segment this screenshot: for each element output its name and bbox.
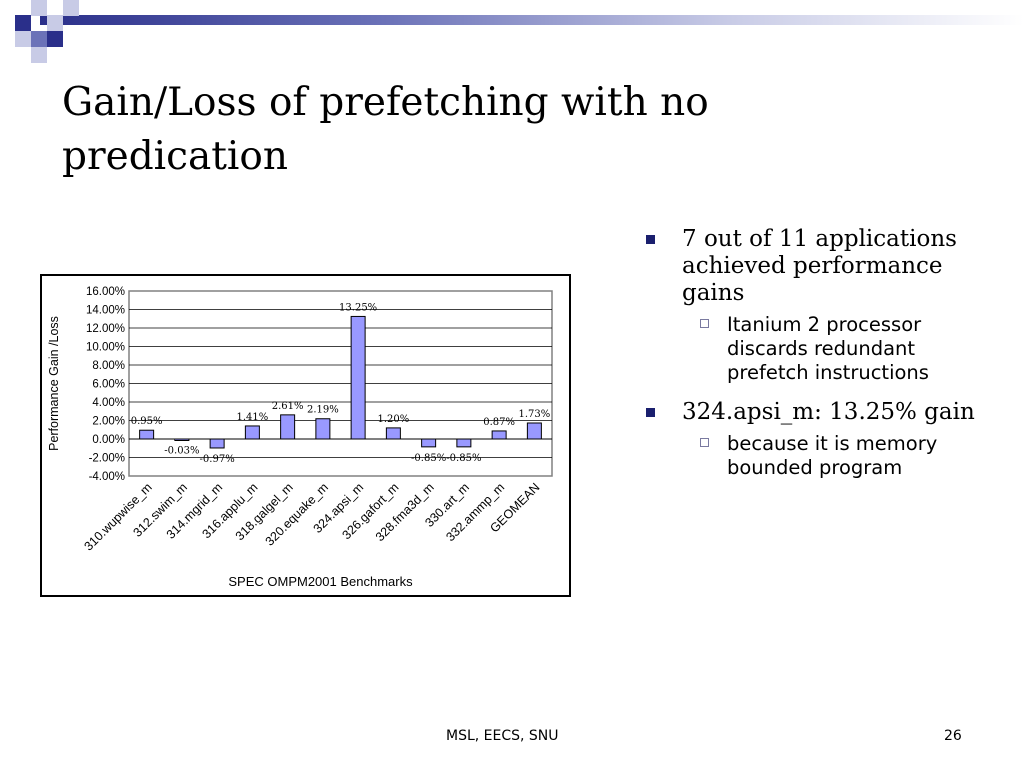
bullet-item: 324.apsi_m: 13.25% gain bbox=[646, 399, 986, 426]
bullet-text: 324.apsi_m: 13.25% gain bbox=[682, 399, 975, 425]
deco-square bbox=[47, 15, 63, 31]
chart-frame: 16.00% 14.00% 12.00% 10.00% 8.00% 6.00% 4.00% 2… bbox=[40, 274, 571, 597]
y-tick-label: 16.00% bbox=[86, 286, 125, 298]
sub-bullet-text: because it is memory bounded program bbox=[727, 432, 938, 479]
y-tick-label: 0.00% bbox=[92, 434, 125, 446]
y-tick-label: 8.00% bbox=[92, 360, 125, 372]
y-tick-label: 4.00% bbox=[92, 397, 125, 409]
data-label: 1.73% bbox=[518, 409, 550, 420]
slide-title: Gain/Loss of prefetching with no predica… bbox=[62, 80, 709, 179]
data-label: 1.20% bbox=[377, 414, 409, 425]
data-label: 2.19% bbox=[307, 405, 339, 416]
sub-bullet-text: Itanium 2 processor discards redundant p… bbox=[727, 313, 929, 384]
sub-bullet-item: Itanium 2 processor discards redundant p… bbox=[646, 313, 986, 385]
y-tick-label: -4.00% bbox=[89, 471, 125, 483]
data-label: 0.95% bbox=[131, 416, 163, 427]
bar bbox=[526, 422, 542, 440]
header-gradient-bar bbox=[40, 15, 1024, 25]
bullet-square-icon bbox=[646, 235, 655, 244]
deco-square bbox=[31, 47, 47, 63]
bullet-text: 7 out of 11 applications achieved perfor… bbox=[682, 226, 957, 306]
sub-bullet-square-icon bbox=[700, 438, 709, 447]
page-number: 26 bbox=[944, 728, 962, 744]
y-tick-label: 10.00% bbox=[86, 342, 125, 354]
bullet-list: 7 out of 11 applications achieved perfor… bbox=[646, 226, 986, 494]
bar bbox=[491, 430, 507, 440]
data-label: 13.25% bbox=[339, 302, 377, 313]
data-label: -0.03% bbox=[164, 445, 199, 456]
bar bbox=[350, 315, 366, 440]
y-axis-label: Performance Gain /Loss bbox=[47, 316, 61, 451]
sub-bullet-item: because it is memory bounded program bbox=[646, 432, 986, 480]
y-tick-label: 14.00% bbox=[86, 305, 125, 317]
data-label: 0.87% bbox=[483, 417, 515, 428]
data-label: -0.85% bbox=[446, 453, 481, 464]
bar bbox=[421, 438, 437, 448]
bar bbox=[315, 418, 331, 440]
y-tick-label: 12.00% bbox=[86, 323, 125, 335]
data-label: 1.41% bbox=[236, 412, 268, 423]
bullet-item: 7 out of 11 applications achieved perfor… bbox=[646, 226, 986, 307]
bar bbox=[209, 438, 225, 449]
bullet-square-icon bbox=[646, 408, 655, 417]
deco-square bbox=[47, 31, 63, 47]
footer-text: MSL, EECS, SNU bbox=[446, 728, 559, 744]
bar bbox=[280, 414, 296, 440]
deco-square bbox=[15, 31, 31, 47]
bar bbox=[139, 429, 155, 440]
deco-square bbox=[31, 31, 47, 47]
data-label: 2.61% bbox=[272, 401, 304, 412]
sub-bullet-square-icon bbox=[700, 319, 709, 328]
y-tick-label: 2.00% bbox=[92, 416, 125, 428]
x-tick-label: 320.equake_m bbox=[263, 480, 331, 548]
data-label: -0.85% bbox=[411, 453, 446, 464]
bar bbox=[456, 438, 472, 448]
y-tick-label: -2.00% bbox=[89, 453, 125, 465]
deco-square bbox=[63, 0, 79, 16]
y-tick-label: 6.00% bbox=[92, 379, 125, 391]
bar-chart: 16.00% 14.00% 12.00% 10.00% 8.00% 6.00% 4.00% 2… bbox=[47, 286, 553, 589]
deco-square bbox=[15, 15, 31, 31]
bar bbox=[244, 425, 260, 440]
x-axis-label: SPEC OMPM2001 Benchmarks bbox=[228, 574, 413, 589]
data-label: -0.97% bbox=[200, 454, 235, 465]
deco-square bbox=[31, 0, 47, 16]
bar bbox=[385, 427, 401, 440]
